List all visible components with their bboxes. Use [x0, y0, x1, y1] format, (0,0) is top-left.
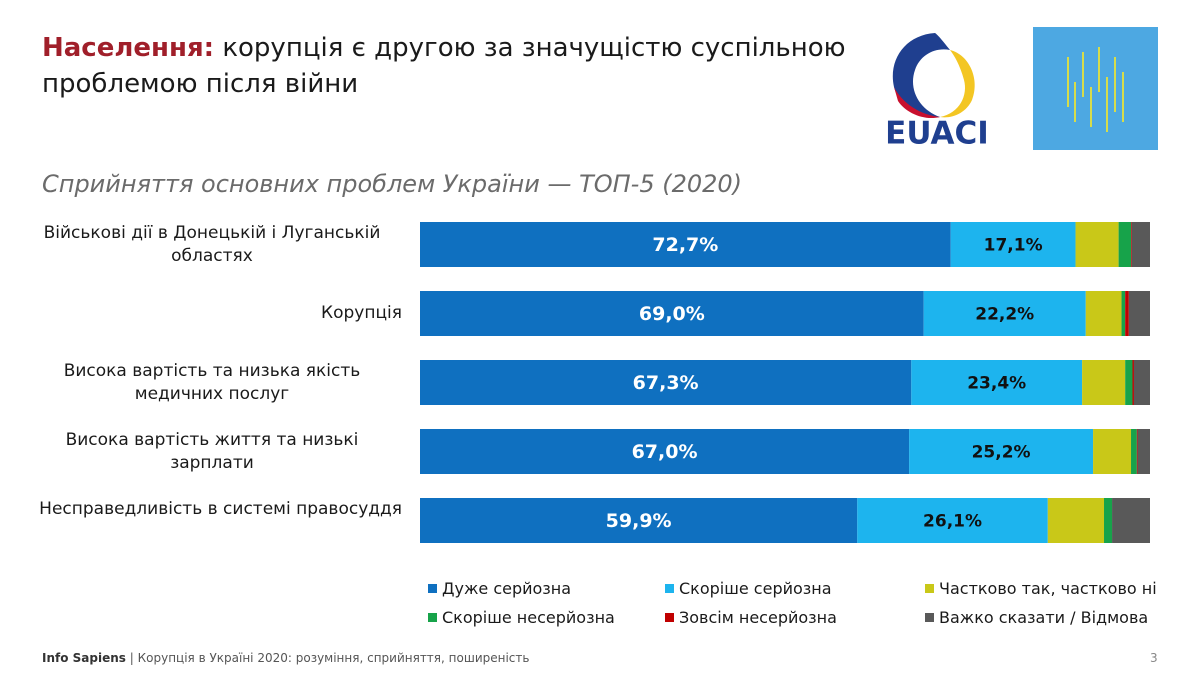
category-text: Корупція [321, 302, 402, 323]
slide-title: Населення: корупція є другою за значущіс… [42, 30, 872, 102]
bar-segment [1047, 498, 1105, 543]
footer-separator: | [129, 651, 134, 665]
chart-title: Сприйняття основних проблем України — ТО… [42, 170, 743, 198]
bar-segment [1136, 429, 1138, 474]
logo-shape [892, 33, 950, 118]
value-label: 59,9% [606, 510, 672, 532]
legend-label: Частково так, частково ні [939, 579, 1157, 598]
bar-segment [1125, 360, 1133, 405]
bar-segment [1112, 498, 1150, 543]
page-number: 3 [1150, 651, 1158, 665]
footer: Info Sapiens | Корупція в Україні 2020: … [42, 651, 529, 665]
bar-segment [1082, 360, 1126, 405]
category-label: Висока вартість та низька якість медични… [22, 360, 402, 406]
legend-entry: Зовсім несерйозна [665, 608, 837, 627]
legend-label: Скоріше несерйозна [442, 608, 615, 627]
value-label: 67,0% [632, 441, 698, 463]
legend-label: Зовсім несерйозна [679, 608, 837, 627]
value-label: 23,4% [967, 374, 1026, 394]
logo-shape [894, 87, 940, 119]
legend-label: Дуже серйозна [442, 579, 572, 598]
legend-swatch [665, 584, 674, 593]
legend-entry: Частково так, частково ні [925, 579, 1157, 598]
legend-label: Важко сказати / Відмова [939, 608, 1149, 627]
legend-swatch [665, 613, 674, 622]
bar-segment [911, 360, 1083, 405]
bar-segment [1125, 291, 1129, 336]
bar-segment [857, 498, 1048, 543]
euaci-logo: EUACI [885, 33, 989, 152]
category-text: Висока вартість та низька якість медични… [63, 360, 361, 404]
value-label: 72,7% [652, 234, 718, 256]
value-label: 22,2% [975, 305, 1034, 325]
value-label: 69,0% [639, 303, 705, 325]
bar-segment [1131, 222, 1150, 267]
category-label: Висока вартість життя та низькі зарплати [22, 429, 402, 475]
legend-swatch [428, 613, 437, 622]
footer-source: Info Sapiens [42, 651, 126, 665]
bar-segment [1132, 360, 1134, 405]
category-label: Корупція [22, 302, 402, 325]
bar-segment [1121, 291, 1126, 336]
bar-segment [1104, 498, 1113, 543]
legend-swatch [428, 584, 437, 593]
bar-segment [1128, 291, 1150, 336]
value-label: 17,1% [984, 236, 1043, 256]
bar-segment [1085, 291, 1122, 336]
bar-segment [1133, 360, 1150, 405]
bar-segment [1137, 429, 1150, 474]
info-sapiens-logo [1033, 27, 1158, 150]
category-label: Військові дії в Донецькій і Луганській о… [22, 222, 402, 268]
bar-segment [420, 429, 910, 474]
bar-segment [420, 360, 912, 405]
value-label: 25,2% [972, 443, 1031, 463]
bar-segment [909, 429, 1094, 474]
category-label: Несправедливість в системі правосуддя [22, 498, 402, 521]
value-label: 67,3% [633, 372, 699, 394]
bar-segment [1075, 222, 1119, 267]
legend-entry: Скоріше серйозна [665, 579, 832, 598]
bar-segment [420, 498, 858, 543]
legend-entry: Дуже серйозна [428, 579, 571, 598]
bar-segment [1093, 429, 1132, 474]
logo-text: EUACI [885, 116, 989, 152]
footer-description: Корупція в Україні 2020: розуміння, спри… [137, 651, 530, 665]
title-bold: Населення: [42, 33, 215, 63]
bar-segment [923, 291, 1086, 336]
legend-entry: Важко сказати / Відмова [925, 608, 1148, 627]
category-text: Військові дії в Донецькій і Луганській о… [43, 222, 381, 266]
bar-segment [950, 222, 1076, 267]
bar-segment [420, 291, 924, 336]
logo-lines [1067, 47, 1124, 132]
category-text: Висока вартість життя та низькі зарплати [65, 429, 359, 473]
logo-shape [940, 50, 975, 118]
category-text: Несправедливість в системі правосуддя [39, 498, 402, 519]
legend-swatch [925, 584, 934, 593]
bar-segment [1118, 222, 1132, 267]
title-rest: корупція є другою за значущістю суспільн… [42, 33, 846, 99]
bar-segment [420, 222, 951, 267]
value-label: 26,1% [923, 512, 982, 532]
bar-segment [1131, 222, 1132, 267]
legend-swatch [925, 613, 934, 622]
bar-segment [1131, 429, 1137, 474]
legend-label: Скоріше серйозна [679, 579, 832, 598]
legend-entry: Скоріше несерйозна [428, 608, 615, 627]
logo-bg [1033, 27, 1158, 150]
